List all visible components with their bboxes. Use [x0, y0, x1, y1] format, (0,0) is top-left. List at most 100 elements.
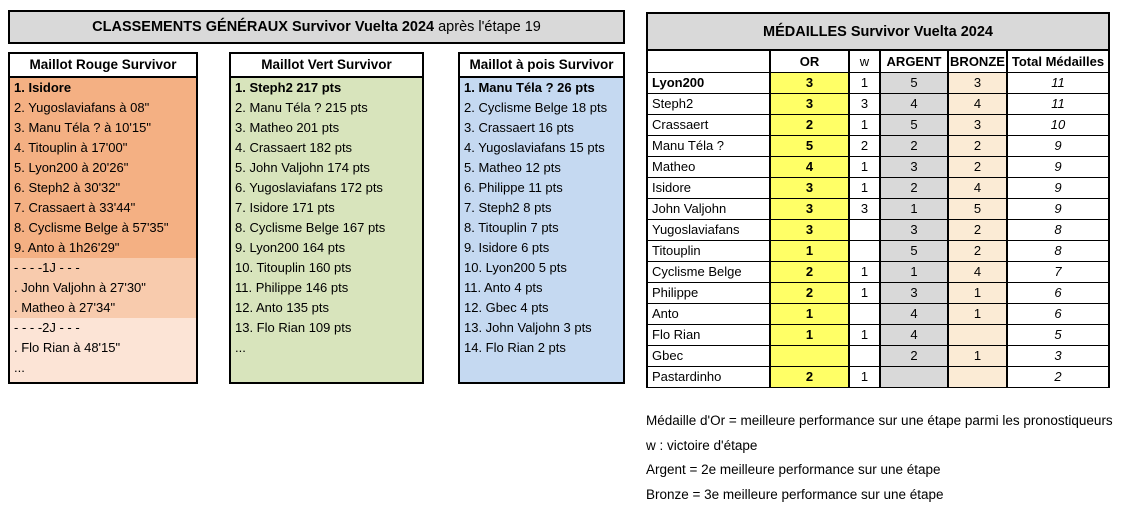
total-cell[interactable]: 11 — [1007, 72, 1109, 93]
argent-cell[interactable]: 5 — [880, 72, 948, 93]
player-name-cell[interactable]: Crassaert — [647, 114, 770, 135]
medals-header-or[interactable]: OR — [770, 50, 849, 72]
total-cell[interactable]: 9 — [1007, 177, 1109, 198]
maillot-rouge-header[interactable]: Maillot Rouge Survivor — [10, 54, 196, 78]
argent-cell[interactable]: 5 — [880, 114, 948, 135]
player-name-cell[interactable]: Steph2 — [647, 93, 770, 114]
ranking-row[interactable]: 11. Philippe 146 pts — [231, 278, 422, 298]
ranking-row[interactable]: 4. Crassaert 182 pts — [231, 138, 422, 158]
bronze-cell[interactable]: 4 — [948, 177, 1007, 198]
ranking-row[interactable]: . John Valjohn à 27'30" — [10, 278, 196, 298]
ranking-row[interactable]: 8. Cyclisme Belge 167 pts — [231, 218, 422, 238]
ranking-row[interactable]: 12. Gbec 4 pts — [460, 298, 623, 318]
ranking-row[interactable]: 5. John Valjohn 174 pts — [231, 158, 422, 178]
total-cell[interactable]: 9 — [1007, 156, 1109, 177]
or-cell[interactable]: 3 — [770, 177, 849, 198]
bronze-cell[interactable]: 4 — [948, 93, 1007, 114]
argent-cell[interactable]: 2 — [880, 177, 948, 198]
ranking-row[interactable]: ... — [231, 338, 422, 358]
or-cell[interactable]: 2 — [770, 114, 849, 135]
medals-header-name[interactable] — [647, 50, 770, 72]
or-cell[interactable]: 2 — [770, 261, 849, 282]
ranking-row[interactable]: 5. Matheo 12 pts — [460, 158, 623, 178]
ranking-row[interactable]: 2. Manu Téla ? 215 pts — [231, 98, 422, 118]
total-cell[interactable]: 9 — [1007, 135, 1109, 156]
ranking-row[interactable]: . Flo Rian à 48'15" — [10, 338, 196, 358]
ranking-row[interactable]: 10. Lyon200 5 pts — [460, 258, 623, 278]
total-cell[interactable]: 8 — [1007, 219, 1109, 240]
w-cell[interactable]: 1 — [849, 114, 880, 135]
or-cell[interactable]: 1 — [770, 324, 849, 345]
ranking-row[interactable]: ... — [10, 358, 196, 378]
total-cell[interactable]: 11 — [1007, 93, 1109, 114]
ranking-row[interactable]: 12. Anto 135 pts — [231, 298, 422, 318]
bronze-cell[interactable]: 1 — [948, 345, 1007, 366]
medals-title[interactable]: MÉDAILLES Survivor Vuelta 2024 — [647, 13, 1109, 50]
argent-cell[interactable]: 3 — [880, 282, 948, 303]
ranking-row[interactable]: 10. Titouplin 160 pts — [231, 258, 422, 278]
player-name-cell[interactable]: Pastardinho — [647, 366, 770, 387]
argent-cell[interactable]: 1 — [880, 198, 948, 219]
player-name-cell[interactable]: Flo Rian — [647, 324, 770, 345]
player-name-cell[interactable]: Lyon200 — [647, 72, 770, 93]
player-name-cell[interactable]: Manu Téla ? — [647, 135, 770, 156]
or-cell[interactable]: 5 — [770, 135, 849, 156]
total-cell[interactable]: 2 — [1007, 366, 1109, 387]
ranking-row[interactable]: 11. Anto 4 pts — [460, 278, 623, 298]
argent-cell[interactable]: 4 — [880, 303, 948, 324]
w-cell[interactable] — [849, 345, 880, 366]
bronze-cell[interactable]: 4 — [948, 261, 1007, 282]
bronze-cell[interactable] — [948, 366, 1007, 387]
ranking-row[interactable]: 8. Cyclisme Belge à 57'35" — [10, 218, 196, 238]
or-cell[interactable]: 3 — [770, 198, 849, 219]
ranking-row[interactable]: 9. Anto à 1h26'29" — [10, 238, 196, 258]
argent-cell[interactable]: 1 — [880, 261, 948, 282]
bronze-cell[interactable]: 5 — [948, 198, 1007, 219]
footnote-line[interactable]: Bronze = 3e meilleure performance sur un… — [646, 483, 1134, 507]
ranking-row[interactable]: 7. Steph2 8 pts — [460, 198, 623, 218]
ranking-row[interactable]: 8. Titouplin 7 pts — [460, 218, 623, 238]
or-cell[interactable]: 1 — [770, 303, 849, 324]
player-name-cell[interactable]: Yugoslaviafans — [647, 219, 770, 240]
total-cell[interactable]: 6 — [1007, 282, 1109, 303]
ranking-row[interactable]: 6. Steph2 à 30'32" — [10, 178, 196, 198]
w-cell[interactable]: 1 — [849, 324, 880, 345]
footnote-line[interactable]: Médaille d'Or = meilleure performance su… — [646, 409, 1134, 434]
w-cell[interactable]: 1 — [849, 177, 880, 198]
ranking-row[interactable]: 1. Manu Téla ? 26 pts — [460, 78, 623, 98]
total-cell[interactable]: 3 — [1007, 345, 1109, 366]
bronze-cell[interactable]: 2 — [948, 135, 1007, 156]
or-cell[interactable] — [770, 345, 849, 366]
argent-cell[interactable]: 4 — [880, 324, 948, 345]
ranking-row[interactable]: 13. John Valjohn 3 pts — [460, 318, 623, 338]
or-cell[interactable]: 3 — [770, 72, 849, 93]
w-cell[interactable]: 1 — [849, 156, 880, 177]
argent-cell[interactable]: 2 — [880, 345, 948, 366]
bronze-cell[interactable]: 2 — [948, 156, 1007, 177]
ranking-row[interactable]: 2. Yugoslaviafans à 08" — [10, 98, 196, 118]
ranking-row[interactable]: 13. Flo Rian 109 pts — [231, 318, 422, 338]
player-name-cell[interactable]: Philippe — [647, 282, 770, 303]
w-cell[interactable]: 3 — [849, 198, 880, 219]
ranking-row[interactable]: . Matheo à 27'34" — [10, 298, 196, 318]
ranking-row[interactable]: 6. Philippe 11 pts — [460, 178, 623, 198]
ranking-row[interactable]: 1. Steph2 217 pts — [231, 78, 422, 98]
w-cell[interactable]: 1 — [849, 261, 880, 282]
argent-cell[interactable]: 3 — [880, 156, 948, 177]
medals-header-bronze[interactable]: BRONZE — [948, 50, 1007, 72]
maillot-vert-header[interactable]: Maillot Vert Survivor — [231, 54, 422, 78]
player-name-cell[interactable]: Anto — [647, 303, 770, 324]
total-cell[interactable]: 5 — [1007, 324, 1109, 345]
or-cell[interactable]: 2 — [770, 282, 849, 303]
ranking-row[interactable]: 3. Crassaert 16 pts — [460, 118, 623, 138]
ranking-row[interactable]: 5. Lyon200 à 20'26" — [10, 158, 196, 178]
ranking-row[interactable]: 3. Manu Téla ? à 10'15" — [10, 118, 196, 138]
w-cell[interactable]: 1 — [849, 366, 880, 387]
footnote-line[interactable]: Argent = 2e meilleure performance sur un… — [646, 458, 1134, 483]
player-name-cell[interactable]: John Valjohn — [647, 198, 770, 219]
bronze-cell[interactable] — [948, 324, 1007, 345]
maillot-pois-header[interactable]: Maillot à pois Survivor — [460, 54, 623, 78]
separator-row[interactable]: - - - -1J - - - — [10, 258, 196, 278]
or-cell[interactable]: 3 — [770, 219, 849, 240]
ranking-row[interactable]: 3. Matheo 201 pts — [231, 118, 422, 138]
